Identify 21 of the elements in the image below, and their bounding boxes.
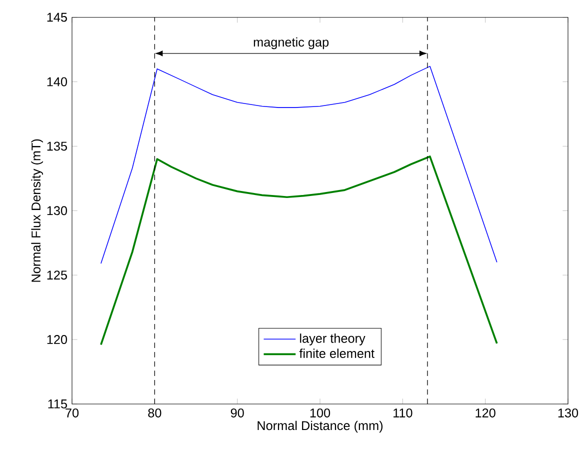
x-tick-label: 120	[476, 408, 496, 418]
y-tick-label: 115	[48, 400, 67, 408]
legend-label: finite element	[299, 348, 374, 358]
line-series	[100, 156, 498, 346]
x-tick-label: 110	[394, 408, 412, 418]
legend-label: layer theory	[300, 334, 366, 346]
line-series	[100, 66, 498, 264]
y-tick-label: 130	[47, 206, 68, 216]
y-axis-title: Normal Flux Density (mT)	[31, 139, 44, 282]
x-tick-label: 70	[66, 408, 79, 418]
x-tick-label: 90	[230, 408, 244, 418]
x-tick-label: 80	[148, 408, 162, 418]
y-tick-label: 140	[47, 77, 68, 86]
y-tick-label: 135	[47, 142, 67, 151]
annotation: magnetic gap	[254, 37, 329, 50]
y-tick-label: 125	[47, 270, 67, 280]
x-tick-label: 130	[558, 408, 578, 418]
y-tick-label: 145	[47, 12, 67, 22]
y-tick-label: 120	[47, 335, 68, 344]
x-tick-label: 100	[310, 408, 330, 418]
x-axis-title: Normal Distance (mm)	[258, 420, 383, 433]
